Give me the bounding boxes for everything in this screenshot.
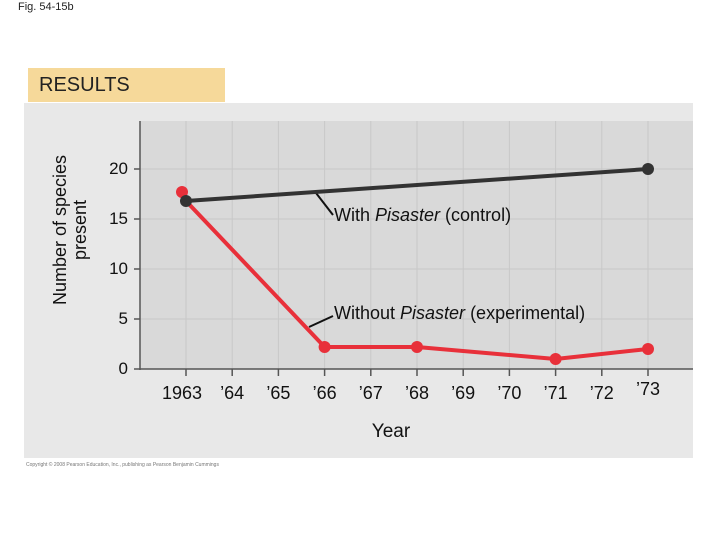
x-tick-label: ’65 [266, 383, 291, 403]
series-label-experimental-suffix: (experimental) [465, 303, 586, 323]
x-tick-label: ’67 [358, 383, 383, 403]
x-axis-label: Year [371, 421, 411, 442]
series-label-control-prefix: With [334, 205, 376, 225]
data-point-experimental [176, 186, 188, 198]
series-label-experimental-prefix: Without [334, 303, 401, 323]
data-point-control [180, 195, 192, 207]
series-line-control [185, 167, 649, 203]
grid-layer [140, 121, 693, 369]
y-axis-label-line2: present [70, 199, 90, 261]
x-tick-label: ’70 [497, 383, 522, 403]
data-point-experimental [549, 353, 562, 365]
y-tick-label: 5 [118, 309, 128, 328]
x-tick-label: ’69 [451, 383, 476, 403]
data-point-experimental [411, 341, 423, 353]
y-tick-label: 15 [109, 209, 128, 228]
series-label-experimental-italic: Pisaster [400, 303, 466, 323]
x-tick-label: 1963 [161, 383, 203, 403]
leader-line-experimental [308, 315, 334, 328]
data-point-control [642, 163, 654, 175]
y-axis-label-line1: Number of species [50, 154, 70, 306]
results-banner: RESULTS [28, 68, 225, 102]
series-label-control-italic: Pisaster [375, 205, 441, 225]
data-point-experimental [318, 341, 331, 353]
y-tick-label: 20 [109, 159, 128, 178]
figure-label: Fig. 54-15b [18, 1, 74, 13]
data-point-experimental [642, 343, 654, 355]
x-tick-label: ’71 [543, 383, 568, 403]
copyright-text: Copyright © 2008 Pearson Education, Inc.… [26, 462, 219, 468]
x-tick-label: ’68 [404, 383, 430, 403]
y-tick-label: 0 [118, 359, 128, 378]
x-tick-label: ’73 [635, 379, 661, 399]
y-tick-label: 10 [109, 259, 128, 278]
series-label-experimental: Without Pisaster (experimental) [334, 303, 585, 324]
axis-layer [134, 121, 693, 376]
x-tick-label: ’66 [312, 383, 337, 403]
series-layer [176, 163, 654, 365]
leader-line-control [315, 192, 334, 216]
y-axis-label: Number of species present [50, 155, 90, 305]
series-label-control: With Pisaster (control) [334, 205, 511, 226]
x-tick-label: ’64 [220, 383, 245, 403]
x-tick-label: ’72 [589, 383, 614, 403]
series-label-control-suffix: (control) [440, 205, 512, 225]
